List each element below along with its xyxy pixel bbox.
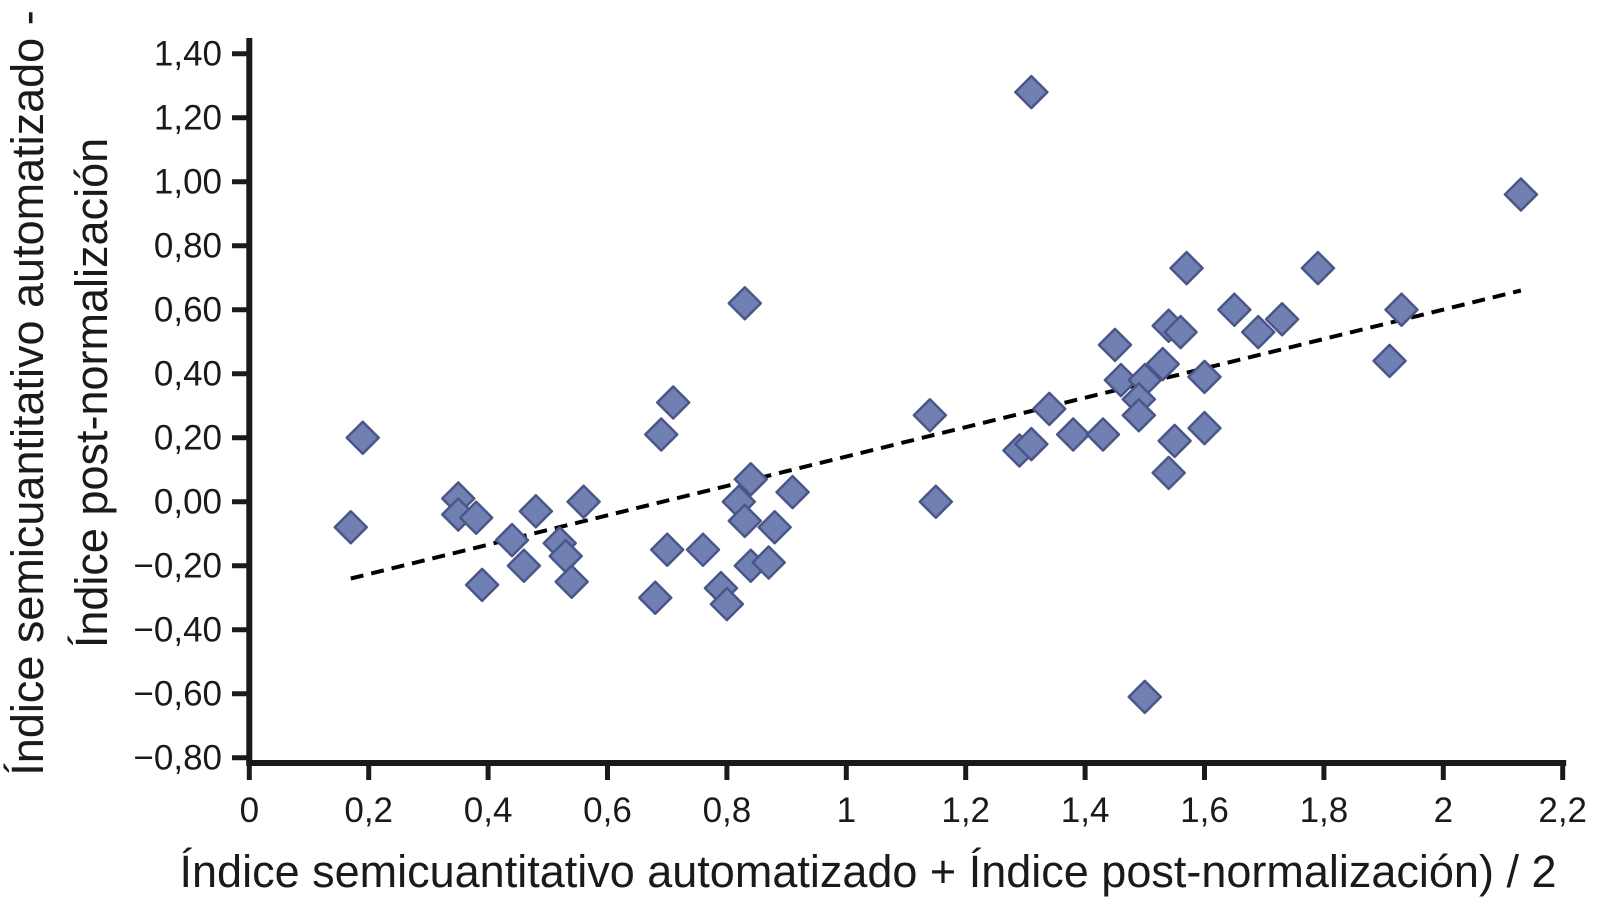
x-tick-label: 0,8: [703, 791, 752, 830]
data-point: [643, 417, 679, 452]
x-tick-label: 2,2: [1538, 791, 1587, 830]
data-point: [638, 580, 673, 615]
x-tick-label: 2: [1434, 791, 1453, 830]
data-point: [554, 564, 589, 599]
y-tick-label: 0,60: [154, 291, 222, 330]
data-point: [1503, 177, 1539, 212]
y-tick-label: 0,80: [154, 227, 222, 266]
data-point: [685, 532, 721, 567]
x-tick-label: 1,4: [1061, 791, 1110, 830]
x-axis-title: Índice semicuantitativo automatizado + Í…: [179, 846, 1557, 897]
data-point: [1300, 250, 1336, 286]
data-point: [1014, 74, 1049, 110]
x-tick-label: 0,2: [344, 791, 393, 830]
data-point: [775, 474, 810, 510]
y-tick-label: −0,80: [133, 739, 222, 778]
data-point: [1240, 314, 1276, 350]
data-point: [1097, 327, 1133, 363]
data-point: [709, 586, 745, 622]
data-point: [757, 510, 792, 545]
data-point: [912, 398, 948, 433]
data-point: [918, 484, 954, 519]
y-axis-title-line1: Índice semicuantitativo automatizado -: [2, 10, 53, 776]
x-tick-label: 1: [837, 791, 856, 830]
data-point: [1157, 423, 1192, 459]
x-tick-label: 1,6: [1180, 791, 1229, 830]
data-point: [733, 462, 769, 497]
data-point: [1121, 398, 1157, 433]
data-point: [1217, 292, 1252, 327]
y-tick-label: 1,40: [154, 35, 222, 74]
data-point: [506, 548, 542, 583]
y-tick-label: 0,20: [154, 419, 222, 458]
data-point: [464, 567, 500, 603]
y-tick-label: −0,40: [133, 611, 222, 650]
y-axis-title-line2: Índice post-normalización: [66, 137, 117, 649]
data-point: [1384, 292, 1419, 327]
data-point: [1187, 410, 1222, 446]
y-tick-label: 0,00: [154, 483, 222, 522]
trend-line: [350, 288, 1522, 581]
data-point: [518, 494, 554, 529]
data-point: [649, 532, 685, 567]
x-tick-label: 0: [240, 791, 259, 830]
y-tick-label: −0,60: [133, 675, 222, 714]
data-point: [333, 510, 369, 545]
data-point: [458, 500, 494, 535]
x-tick-label: 1,2: [941, 791, 990, 830]
data-point: [566, 484, 601, 519]
data-point: [1103, 362, 1139, 398]
data-point: [727, 286, 763, 321]
data-point: [494, 522, 530, 558]
data-point: [1145, 346, 1180, 382]
data-point: [1085, 417, 1121, 452]
y-tick-label: 1,00: [154, 163, 222, 202]
data-point: [655, 385, 691, 420]
data-point: [1055, 417, 1091, 452]
data-point: [1032, 391, 1067, 427]
data-point: [1127, 679, 1163, 715]
data-point: [1264, 302, 1300, 337]
x-tick-label: 0,4: [464, 791, 513, 830]
x-tick-label: 0,6: [583, 791, 632, 830]
data-point: [1372, 343, 1407, 379]
y-tick-label: −0,20: [133, 547, 222, 586]
data-point: [1187, 359, 1222, 395]
y-tick-label: 0,40: [154, 355, 222, 394]
data-point: [751, 545, 786, 580]
data-point: [345, 420, 380, 455]
data-point: [1151, 455, 1186, 491]
data-point: [1169, 250, 1204, 286]
data-point: [1163, 314, 1198, 350]
x-tick-label: 1,8: [1300, 791, 1349, 830]
data-point: [727, 503, 763, 539]
data-point: [1014, 426, 1049, 462]
y-tick-label: 1,20: [154, 99, 222, 138]
